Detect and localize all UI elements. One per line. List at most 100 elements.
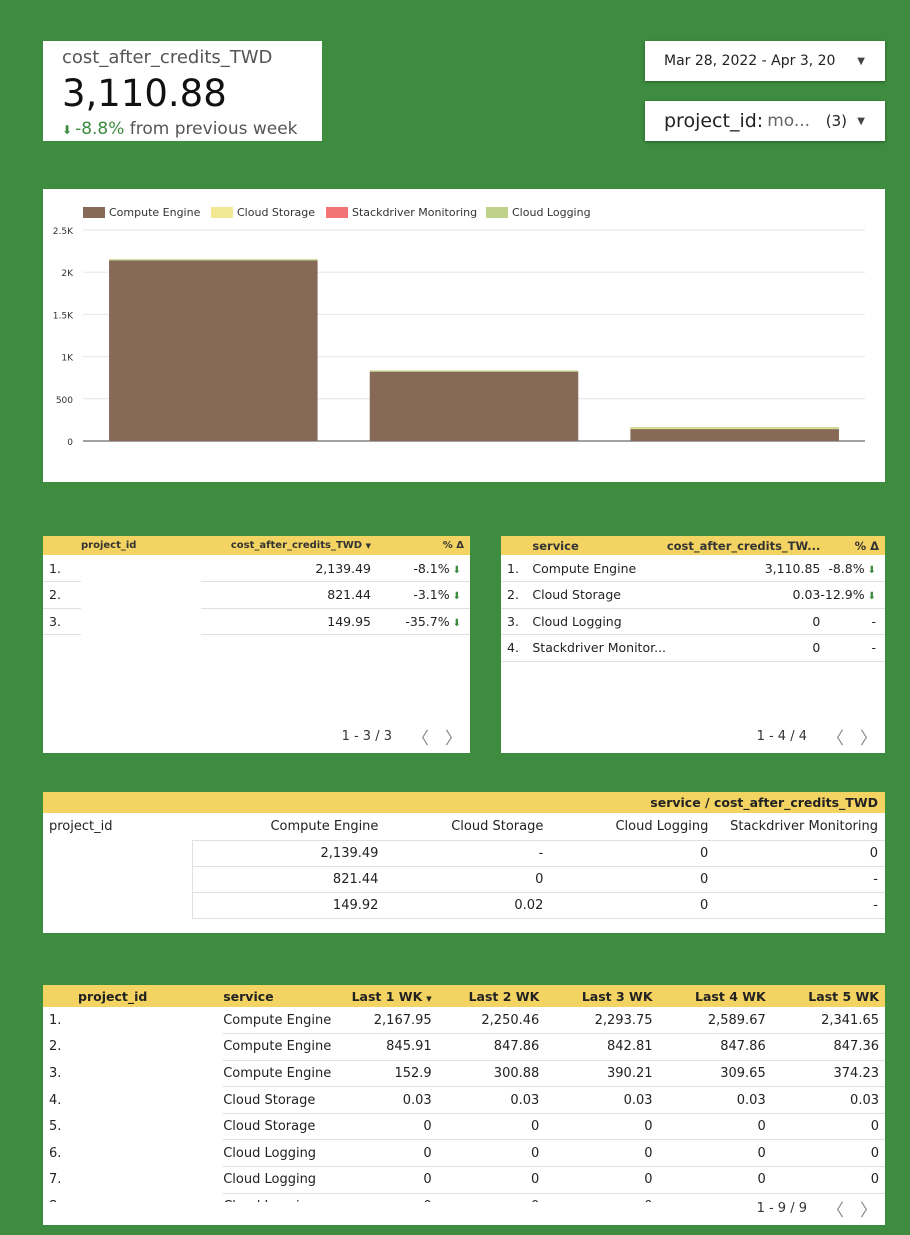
project-id-cell [81, 555, 201, 582]
weekly-header-label: project_id [78, 988, 148, 1004]
cost-cell: 149.95 [201, 608, 371, 635]
scorecard: cost_after_credits_TWD 3,110.88 ⬇ -8.8% f… [43, 41, 322, 141]
delta-value: - [871, 613, 876, 629]
delta-cell: -12.9% ⬇ [820, 581, 885, 609]
weekly-header[interactable]: Last 5 WK [772, 985, 885, 1007]
chevron-right-icon[interactable]: 〉 [445, 729, 462, 749]
table1-pager: 1 - 3 / 3 〈 〉 [342, 724, 470, 749]
legend-swatch [83, 207, 105, 218]
pivot-column-header[interactable]: Cloud Logging [550, 813, 716, 841]
pivot-column-header[interactable]: Compute Engine [192, 813, 386, 841]
delta-value: -3.1% [413, 587, 450, 603]
row-index: 8. [43, 1193, 224, 1202]
week-cost-cell: 2,589.67 [658, 1007, 772, 1035]
pivot-row-label [43, 892, 193, 918]
table-row[interactable]: 6. Cloud Logging 0 0 0 0 0 [43, 1139, 885, 1168]
table-row[interactable]: 2. Cloud Storage 0.03 -12.9% ⬇ [501, 581, 885, 609]
pivot-column-header[interactable]: Stackdriver Monitoring [715, 813, 885, 841]
header-cost[interactable]: cost_after_credits_TW... [666, 538, 821, 553]
y-tick-label: 1.5K [53, 311, 74, 321]
week-cost-cell: 0 [342, 1166, 438, 1194]
project-filter-control[interactable]: project_id: mo... (3) ▼ [645, 101, 885, 141]
bar-segment[interactable] [109, 260, 318, 441]
header-service[interactable]: service [532, 538, 579, 553]
table-row[interactable]: 3. Cloud Logging 0 - [501, 608, 885, 635]
table-row[interactable]: 3. Compute Engine 152.9 300.88 390.21 309.65 3… [43, 1060, 885, 1088]
table-row[interactable]: 5. Cloud Storage 0 0 0 0 0 [43, 1113, 885, 1141]
pivot-column-header[interactable]: Cloud Storage [385, 813, 551, 841]
cost-cell: 821.44 [201, 581, 371, 609]
project-filter-value: mo... [767, 111, 811, 131]
week-cost-cell: 390.21 [545, 1060, 659, 1088]
service-cell: Compute Engine [223, 1060, 343, 1088]
pivot-cell: 0 [550, 840, 716, 867]
table-row[interactable]: 1. Compute Engine 3,110.85 -8.8% ⬇ [501, 555, 885, 582]
weekly-header[interactable]: Last 1 WK ▼ [342, 985, 437, 1007]
legend-item[interactable]: Cloud Storage [211, 206, 315, 219]
pivot-cell: 0 [550, 892, 716, 919]
weekly-header[interactable]: Last 2 WK [438, 985, 546, 1007]
week-cost-cell: 0 [658, 1166, 772, 1194]
week-cost-cell: 2,167.95 [342, 1007, 438, 1035]
caret-down-icon[interactable]: ▼ [857, 55, 865, 67]
row-index: 3. [43, 1060, 224, 1088]
pivot-table: service / cost_after_credits_TWD project… [43, 792, 885, 933]
project-id-cell [81, 608, 201, 635]
legend-item[interactable]: Compute Engine [83, 206, 201, 219]
table-row[interactable]: 2. Compute Engine 845.91 847.86 842.81 847.86… [43, 1033, 885, 1061]
bar-segment[interactable] [369, 371, 579, 441]
weekly-header[interactable]: project_id [43, 985, 223, 1007]
header-index [43, 536, 81, 555]
weekly-header[interactable]: service [223, 985, 342, 1007]
week-cost-cell: 300.88 [437, 1060, 546, 1088]
table2-pager: 1 - 4 / 4 〈 〉 [757, 724, 885, 749]
header-delta[interactable]: % Δ [854, 538, 879, 553]
scorecard-metric-name: cost_after_credits_TWD [62, 47, 273, 68]
legend-item[interactable]: Cloud Logging [486, 206, 591, 219]
chevron-right-icon[interactable]: 〉 [860, 729, 877, 749]
chevron-left-icon[interactable]: 〈 [412, 729, 429, 749]
week-cost-cell: 847.36 [771, 1033, 885, 1061]
week-cost-cell: 0 [342, 1113, 438, 1141]
table-row[interactable]: 1. Compute Engine 2,167.95 2,250.46 2,293.75… [43, 1007, 885, 1035]
cost-cell: 3,110.85 [666, 555, 821, 582]
y-tick-label: 0 [67, 438, 73, 448]
chevron-right-icon[interactable]: 〉 [860, 1201, 877, 1221]
week-cost-cell: 0.03 [658, 1086, 772, 1114]
chevron-left-icon[interactable]: 〈 [827, 1201, 844, 1221]
week-cost-cell: 0 [437, 1139, 546, 1168]
delta-value: -35.7% [405, 613, 450, 629]
pivot-row-dim[interactable]: project_id [49, 819, 113, 834]
bar-segment[interactable] [630, 428, 839, 441]
header-project-id[interactable]: project_id [81, 540, 137, 551]
arrow-down-icon: ⬇ [867, 564, 876, 576]
pager-label: 1 - 9 / 9 [756, 1201, 807, 1216]
arrow-down-icon: ⬇ [452, 617, 461, 629]
table-row[interactable]: 1. 2,139.49 -8.1% ⬇ [43, 555, 470, 582]
arrow-down-icon: ⬇ [867, 591, 876, 603]
week-cost-cell: 0 [437, 1113, 546, 1141]
legend-item[interactable]: Stackdriver Monitoring [326, 206, 477, 219]
chevron-left-icon[interactable]: 〈 [827, 729, 844, 749]
caret-down-icon[interactable]: ▼ [857, 115, 865, 127]
table-row[interactable]: 7. Cloud Logging 0 0 0 0 0 [43, 1166, 885, 1194]
table-row[interactable]: 4. Stackdriver Monitor... 0 - [501, 634, 885, 662]
row-index: 5. [43, 1113, 224, 1141]
date-range-control[interactable]: Mar 28, 2022 - Apr 3, 20 ▼ [645, 41, 885, 81]
week-cost-cell: 152.9 [342, 1060, 438, 1088]
table-row[interactable]: 4. Cloud Storage 0.03 0.03 0.03 0.03 0.03 [43, 1086, 885, 1114]
row-index: 4. [43, 1086, 224, 1114]
cost-cell: 0 [666, 608, 821, 635]
service-cell: Cloud Logging [532, 608, 667, 635]
header-delta[interactable]: % Δ [442, 540, 464, 551]
header-cost[interactable]: cost_after_credits_TWD ▼ [201, 536, 371, 555]
weekly-header[interactable]: Last 4 WK [659, 985, 772, 1007]
week-cost-cell: 2,250.46 [437, 1007, 546, 1035]
bar-segment[interactable] [630, 428, 839, 430]
table-row[interactable]: 2. 821.44 -3.1% ⬇ [43, 581, 470, 609]
week-cost-cell: 0 [342, 1139, 438, 1168]
weekly-header[interactable]: Last 3 WK [545, 985, 658, 1007]
table-row[interactable]: 3. 149.95 -35.7% ⬇ [43, 608, 470, 635]
arrow-down-icon: ⬇ [62, 123, 73, 137]
project-cost-table: project_id cost_after_credits_TWD ▼ % Δ … [43, 536, 470, 753]
